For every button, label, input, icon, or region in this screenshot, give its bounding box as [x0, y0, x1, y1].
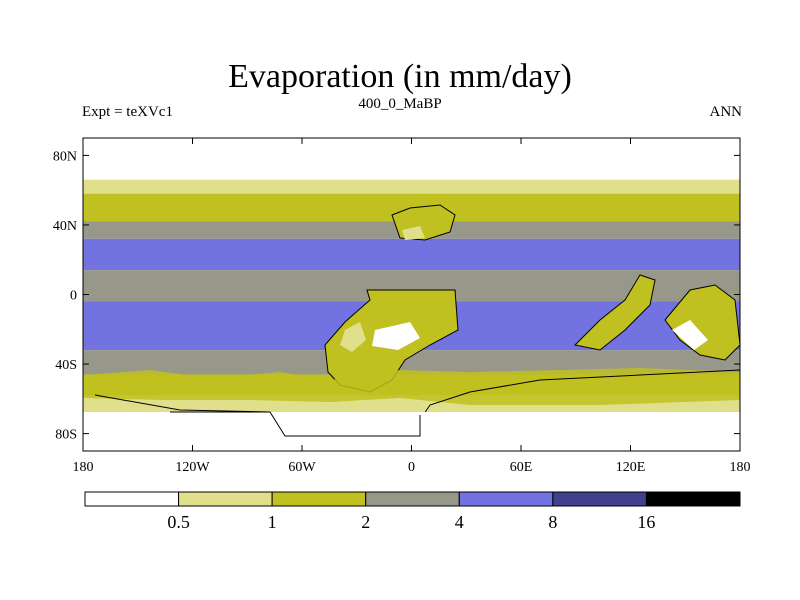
land-outline-east [573, 274, 656, 351]
colorbar-level-label: 0.5 [167, 512, 190, 532]
colorbar-swatch-1 [178, 491, 273, 507]
colorbar-swatch-2 [271, 491, 367, 507]
x-tick-label: 60W [288, 460, 316, 475]
y-tick-label: 80N [53, 149, 77, 164]
x-tick-label: 60E [510, 460, 533, 475]
colorbar-level-label: 2 [361, 512, 370, 532]
y-axis: 80N 40N 0 40S 80S [53, 149, 740, 443]
land-outline-far-east [664, 284, 740, 361]
y-tick-label: 0 [70, 289, 77, 304]
antarctic-outline [170, 411, 421, 437]
colorbar-swatch-5 [552, 491, 647, 507]
contour-band-4 [83, 238, 740, 271]
x-tick-label: 120W [175, 460, 210, 475]
y-tick-label: 40N [53, 219, 77, 234]
colorbar-swatch-4 [458, 491, 554, 507]
colorbar: 0.5 1 2 4 8 16 [84, 491, 741, 532]
y-tick-label: 40S [55, 358, 77, 373]
colorbar-level-label: 4 [455, 512, 464, 532]
x-tick-label: 120E [616, 460, 646, 475]
land-north-patch [402, 226, 425, 240]
experiment-label: Expt = teXVc1 [82, 104, 173, 120]
colorbar-level-label: 8 [548, 512, 557, 532]
period-label: 400_0_MaBP [358, 96, 442, 112]
land-wet-patch [340, 322, 366, 352]
colorbar-level-label: 1 [268, 512, 277, 532]
x-tick-label: 180 [73, 460, 94, 475]
colorbar-swatch-0 [84, 491, 180, 507]
colorbar-level-label: 16 [637, 512, 655, 532]
contour-band-0 [83, 138, 740, 180]
x-tick-label: 180 [730, 460, 751, 475]
season-label: ANN [709, 104, 743, 120]
y-tick-label: 80S [55, 428, 77, 443]
contour-band-1 [83, 179, 740, 194]
x-axis: 180 120W 60W 0 60E 120E 180 [73, 138, 751, 475]
antarctic-low-zone [83, 412, 740, 451]
colorbar-swatch-3 [365, 491, 460, 507]
continent-features [83, 204, 740, 451]
x-tick-label: 0 [408, 460, 415, 475]
southern-belt [83, 368, 740, 405]
land-dry-patch [372, 322, 420, 350]
land-dry-far-east [672, 320, 708, 350]
colorbar-swatch-6 [645, 491, 741, 507]
chart-title: Evaporation (in mm/day) [228, 58, 572, 95]
